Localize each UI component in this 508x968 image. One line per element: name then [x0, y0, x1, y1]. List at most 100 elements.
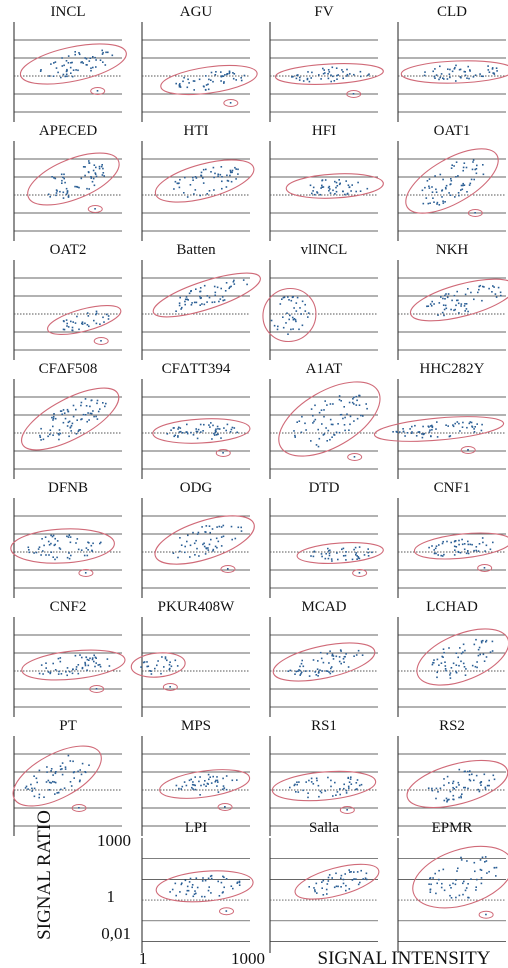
data-point	[218, 895, 221, 897]
data-point	[49, 672, 51, 675]
data-point	[319, 669, 321, 671]
data-point	[347, 666, 350, 668]
data-point	[342, 77, 344, 80]
data-point	[440, 886, 443, 889]
data-point	[351, 401, 354, 404]
data-point	[436, 436, 439, 438]
data-point	[30, 783, 32, 786]
data-point	[217, 791, 220, 793]
data-point	[486, 784, 489, 787]
data-point	[77, 672, 80, 675]
data-point	[327, 547, 329, 550]
data-point	[75, 69, 77, 71]
data-point	[313, 887, 315, 889]
data-point	[450, 179, 453, 182]
data-point	[226, 174, 228, 177]
data-point	[95, 310, 98, 313]
data-point	[287, 333, 289, 335]
data-point	[107, 318, 110, 320]
data-point	[448, 73, 451, 75]
data-point	[204, 88, 207, 91]
data-point	[49, 429, 52, 431]
data-point	[205, 75, 207, 77]
data-point	[220, 881, 223, 884]
data-point	[194, 776, 196, 778]
data-point	[93, 660, 95, 663]
data-point	[87, 664, 90, 667]
data-point	[222, 891, 224, 893]
data-point	[69, 670, 71, 673]
data-point	[84, 661, 86, 664]
data-point	[80, 549, 83, 551]
data-point	[282, 316, 284, 318]
confidence-ellipse	[274, 63, 384, 85]
data-point	[61, 762, 64, 764]
data-point	[488, 71, 491, 73]
data-point	[314, 404, 316, 407]
data-point	[240, 526, 242, 529]
data-point	[471, 664, 474, 667]
data-point	[495, 866, 498, 869]
data-point	[207, 549, 210, 551]
data-point	[465, 887, 468, 889]
data-point	[317, 445, 320, 448]
data-point	[367, 548, 369, 550]
data-point	[334, 781, 336, 784]
data-point	[55, 194, 57, 197]
data-point	[493, 778, 496, 781]
data-point	[227, 180, 230, 182]
data-point	[307, 71, 309, 73]
data-point	[477, 550, 480, 552]
data-point	[240, 79, 243, 82]
data-point	[218, 300, 220, 303]
data-point	[452, 798, 454, 801]
data-point	[491, 650, 494, 652]
data-point	[339, 649, 342, 651]
data-point	[335, 431, 338, 434]
data-point	[418, 431, 421, 433]
data-point	[332, 423, 334, 426]
data-point	[282, 326, 285, 329]
data-point	[449, 183, 451, 186]
data-point	[465, 308, 468, 310]
data-point	[402, 428, 404, 430]
data-point	[187, 534, 189, 537]
data-point	[462, 643, 465, 646]
data-point	[93, 184, 96, 187]
data-point	[233, 73, 236, 75]
data-point	[325, 427, 327, 429]
data-point	[213, 432, 215, 435]
data-point	[350, 190, 352, 192]
data-point	[427, 425, 430, 428]
panel-title: HHC282Y	[419, 361, 484, 377]
data-point	[65, 319, 68, 321]
data-point	[305, 429, 307, 431]
data-point	[449, 76, 451, 79]
data-point	[467, 65, 469, 68]
data-point	[411, 432, 413, 434]
data-point	[156, 664, 158, 667]
data-point	[216, 286, 219, 289]
data-point	[237, 526, 240, 529]
data-point	[345, 180, 347, 182]
data-point	[462, 184, 464, 187]
data-point	[174, 180, 177, 183]
data-point	[65, 60, 68, 62]
data-point	[431, 429, 433, 431]
data-point	[81, 418, 83, 420]
data-point	[317, 784, 320, 787]
data-point	[220, 166, 223, 168]
data-point	[72, 321, 74, 323]
data-point	[66, 674, 68, 677]
data-point	[79, 429, 81, 431]
data-point	[436, 882, 438, 885]
data-point	[102, 172, 105, 174]
data-point	[452, 882, 454, 885]
data-point	[433, 549, 435, 551]
data-point	[431, 300, 433, 303]
data-point	[456, 421, 459, 423]
data-point	[210, 79, 212, 81]
data-point	[428, 883, 430, 885]
data-point	[312, 190, 314, 192]
data-point	[482, 173, 485, 176]
